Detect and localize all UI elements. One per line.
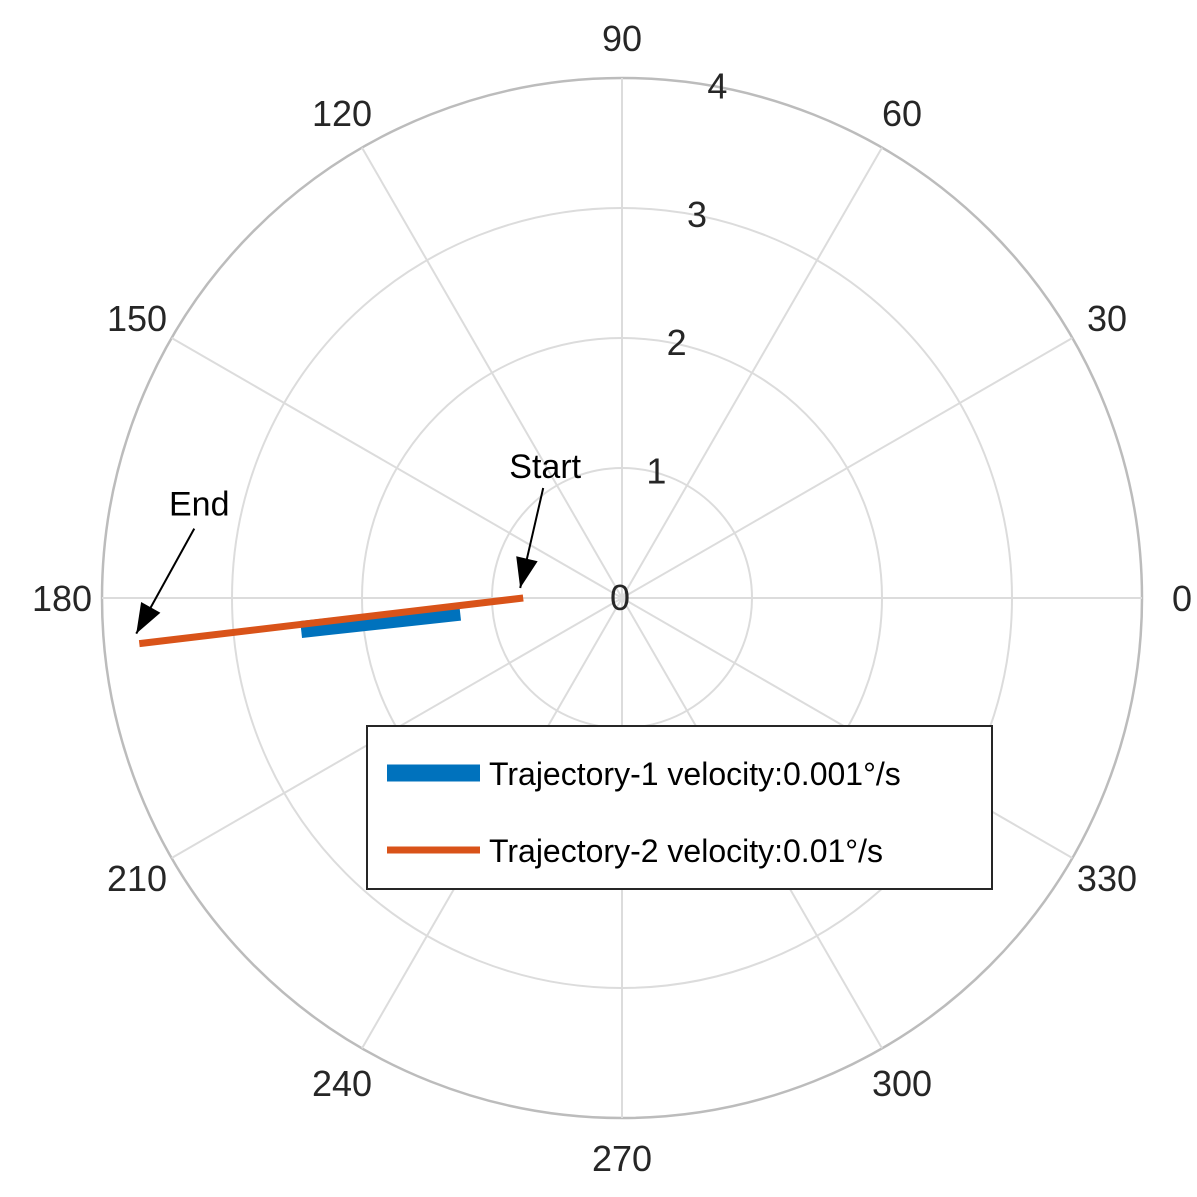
legend-label-2: Trajectory-2 velocity:0.01°/s <box>489 833 883 869</box>
grid-spoke-30 <box>621 337 1073 599</box>
r-tick-label: 2 <box>667 322 687 363</box>
theta-tick-label: 210 <box>107 858 167 899</box>
r-tick-label: 0 <box>610 577 630 618</box>
grid-spoke-120 <box>361 147 623 599</box>
theta-tick-label: 180 <box>32 578 92 619</box>
annotation-arrow-head <box>516 556 538 588</box>
theta-tick-label: 90 <box>602 18 642 59</box>
annotation-label-start: Start <box>509 448 581 486</box>
r-tick-label: 3 <box>687 194 707 235</box>
annotations: Start End <box>135 448 582 635</box>
theta-tick-label: 30 <box>1087 298 1127 339</box>
tick-labels: 0 30 60 90 120 150 180 210 240 270 300 330 0 1 2 3 4 <box>32 18 1192 1179</box>
theta-tick-label: 300 <box>872 1063 932 1104</box>
theta-tick-label: 330 <box>1077 858 1137 899</box>
theta-tick-label: 0 <box>1172 578 1192 619</box>
series-line-2 <box>138 594 524 648</box>
theta-tick-label: 270 <box>592 1138 652 1179</box>
theta-tick-label: 240 <box>312 1063 372 1104</box>
theta-tick-label: 60 <box>882 93 922 134</box>
legend-box <box>366 725 993 890</box>
grid-spoke-60 <box>621 147 883 599</box>
series-line-1 <box>300 603 462 638</box>
grid-spoke-150 <box>171 337 623 599</box>
series-lines <box>138 594 524 648</box>
theta-tick-label: 150 <box>107 298 167 339</box>
annotation-arrow-head <box>136 602 161 634</box>
legend: Trajectory-1 velocity:0.001°/s Trajectory… <box>366 725 993 890</box>
annotation-label-end: End <box>169 486 230 524</box>
r-tick-label: 1 <box>646 451 666 492</box>
r-tick-label: 4 <box>707 65 727 106</box>
theta-tick-label: 120 <box>312 93 372 134</box>
legend-label-1: Trajectory-1 velocity:0.001°/s <box>489 756 901 792</box>
